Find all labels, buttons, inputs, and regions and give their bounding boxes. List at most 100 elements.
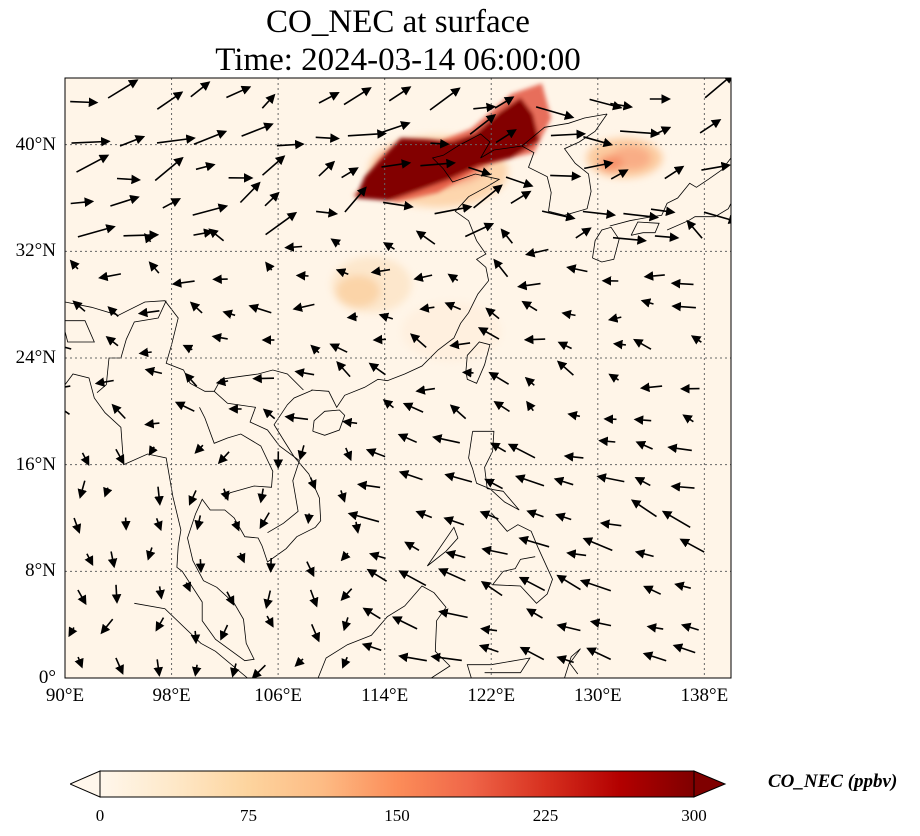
wind-vector bbox=[340, 588, 353, 601]
wind-vector bbox=[318, 160, 336, 177]
wind-vector bbox=[335, 268, 349, 278]
wind-vector bbox=[190, 630, 201, 645]
wind-vector bbox=[382, 242, 395, 252]
lat-tick-label: 8°N bbox=[25, 560, 56, 582]
wind-vector bbox=[262, 408, 276, 420]
wind-vector bbox=[672, 643, 696, 654]
wind-vector bbox=[525, 248, 549, 258]
wind-vector bbox=[494, 96, 515, 109]
wind-vector bbox=[148, 261, 160, 274]
wind-vector bbox=[555, 512, 572, 522]
wind-vector bbox=[111, 403, 126, 420]
wind-vector bbox=[292, 302, 315, 312]
wind-vector bbox=[259, 512, 270, 530]
wind-vector bbox=[566, 549, 587, 559]
lat-tick-label: 24°N bbox=[15, 347, 56, 368]
wind-vector bbox=[517, 280, 541, 291]
wind-vector bbox=[105, 336, 119, 347]
coastline-segment bbox=[521, 113, 608, 216]
coastline-segment bbox=[466, 657, 531, 678]
wind-vector bbox=[65, 410, 70, 415]
wind-vector bbox=[484, 478, 503, 490]
wind-vector bbox=[596, 473, 625, 483]
wind-vector bbox=[541, 210, 576, 222]
coastline-segment bbox=[465, 341, 491, 384]
wind-vector bbox=[182, 344, 194, 354]
wind-vector bbox=[514, 474, 545, 487]
colorbar-tick-label: 300 bbox=[681, 806, 707, 825]
wind-vector bbox=[643, 585, 662, 595]
wind-vector bbox=[346, 311, 358, 322]
wind-vector bbox=[634, 549, 654, 559]
wind-vector bbox=[138, 347, 152, 358]
lon-tick-label: 122°E bbox=[467, 685, 516, 706]
colorbar-label: CO_NEC (ppbv) bbox=[768, 771, 898, 792]
coastline-segment bbox=[592, 226, 620, 263]
wind-vector bbox=[589, 618, 612, 628]
wind-vector bbox=[309, 589, 319, 608]
lon-tick-label: 98°E bbox=[152, 685, 191, 706]
wind-vector bbox=[473, 184, 503, 209]
wind-vector bbox=[481, 545, 508, 556]
coastline-segment bbox=[609, 157, 731, 227]
wind-vector bbox=[294, 656, 305, 667]
colorbar-extend-min bbox=[70, 770, 101, 798]
wind-vector bbox=[241, 122, 274, 137]
wind-vector bbox=[415, 230, 436, 245]
colorbar bbox=[70, 770, 727, 798]
wind-vector bbox=[413, 272, 433, 282]
coastline-segment bbox=[65, 373, 322, 662]
wind-vector bbox=[701, 161, 731, 172]
coastlines bbox=[65, 113, 731, 678]
wind-vector bbox=[557, 341, 572, 351]
wind-vector bbox=[155, 586, 165, 600]
wind-vector bbox=[263, 590, 273, 609]
wind-vector bbox=[370, 266, 391, 276]
colorbar-body bbox=[99, 770, 695, 798]
wind-vector bbox=[217, 451, 230, 465]
wind-vector bbox=[174, 401, 195, 412]
wind-vector bbox=[430, 138, 450, 149]
coastline-segment bbox=[199, 407, 274, 500]
wind-vector bbox=[362, 607, 381, 620]
wind-vector bbox=[579, 578, 612, 592]
wind-vector bbox=[493, 258, 509, 278]
lon-tick-label: 106°E bbox=[254, 685, 302, 706]
wind-vector bbox=[704, 78, 731, 99]
wind-vector bbox=[356, 480, 381, 491]
wind-vector bbox=[382, 200, 414, 211]
coastline-segment bbox=[134, 602, 248, 678]
wind-vector bbox=[489, 442, 507, 453]
wind-vector bbox=[340, 550, 351, 562]
gridlines bbox=[65, 78, 731, 678]
wind-vector bbox=[192, 203, 229, 216]
wind-vector bbox=[107, 79, 139, 99]
wind-vector bbox=[84, 553, 94, 566]
wind-vector bbox=[642, 651, 667, 662]
wind-vector bbox=[65, 346, 72, 350]
wind-vector bbox=[432, 434, 460, 444]
wind-vector bbox=[553, 476, 574, 487]
colorbar-tick-label: 150 bbox=[384, 806, 410, 825]
wind-vector bbox=[343, 447, 353, 462]
wind-vector bbox=[382, 399, 394, 409]
wind-vector bbox=[643, 271, 665, 281]
wind-vector bbox=[402, 402, 424, 413]
wind-vector bbox=[477, 327, 500, 340]
wind-vector bbox=[703, 211, 731, 224]
wind-vector bbox=[518, 576, 546, 592]
wind-vector bbox=[443, 516, 465, 526]
wind-vector bbox=[598, 436, 616, 447]
wind-vector bbox=[469, 114, 497, 135]
wind-vector bbox=[671, 301, 696, 312]
wind-vector bbox=[103, 486, 113, 498]
wind-vector bbox=[77, 224, 116, 238]
wind-vector bbox=[265, 261, 275, 273]
concentration-blob bbox=[599, 155, 624, 172]
wind-vector bbox=[265, 211, 298, 236]
wind-vector bbox=[146, 547, 156, 561]
wind-vector bbox=[556, 360, 574, 376]
wind-vector bbox=[650, 206, 676, 217]
colorbar-tick-label: 0 bbox=[95, 806, 105, 825]
map-title: CO_NEC at surface bbox=[266, 4, 530, 40]
